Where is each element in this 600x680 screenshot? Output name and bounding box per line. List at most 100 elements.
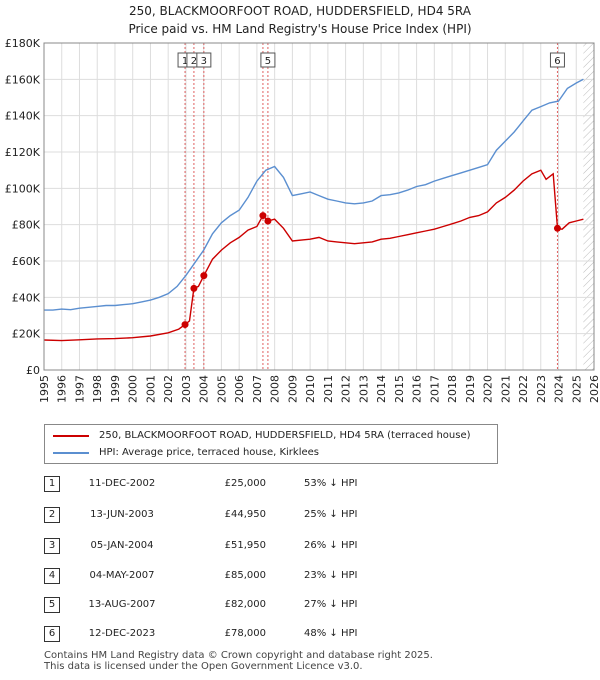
x-tick-label: 2022 [517,375,530,403]
transaction-number: 6 [44,626,60,642]
sale-marker-label: 2 [191,56,197,67]
x-tick-label: 2020 [482,375,495,403]
sale-marker-label: 6 [554,56,560,67]
transaction-date: 13-JUN-2003 [90,509,154,520]
sale-point [190,284,198,292]
x-tick-label: 1996 [56,375,69,403]
transaction-date: 12-DEC-2023 [88,628,156,639]
plot-area [44,43,594,370]
legend-swatch-hpi [53,452,89,454]
table-row: 5 13-AUG-2007 £82,000 27% ↓ HPI [0,596,600,614]
legend-swatch-price-paid [53,435,89,437]
x-tick-label: 2011 [322,375,335,403]
sale-point [181,321,189,329]
legend-label-price-paid: 250, BLACKMOORFOOT ROAD, HUDDERSFIELD, H… [99,430,471,441]
transaction-date: 04-MAY-2007 [89,570,155,581]
sale-marker-label: 5 [265,56,271,67]
footer-copyright: Contains HM Land Registry data © Crown c… [44,650,433,661]
x-tick-label: 2008 [269,375,282,403]
transaction-number: 4 [44,568,60,584]
transaction-price: £44,950 [224,509,266,520]
hpi-line [44,78,584,311]
x-tick-label: 2009 [286,375,299,403]
transaction-price: £85,000 [224,570,266,581]
x-tick-label: 2016 [411,375,424,403]
x-tick-label: 2014 [375,375,388,403]
table-row: 3 05-JAN-2004 £51,950 26% ↓ HPI [0,537,600,555]
transaction-date: 05-JAN-2004 [90,540,154,551]
table-row: 2 13-JUN-2003 £44,950 25% ↓ HPI [0,506,600,524]
x-tick-label: 2025 [570,375,583,403]
transaction-number: 5 [44,597,60,613]
transaction-hpi: 48% ↓ HPI [304,628,358,639]
legend-label-hpi: HPI: Average price, terraced house, Kirk… [99,447,320,458]
transaction-price: £82,000 [224,599,266,610]
x-tick-label: 2006 [233,375,246,403]
plot-border [43,42,595,371]
y-tick-label: £80K [12,219,41,232]
x-tick-label: 1997 [73,375,86,403]
x-tick-label: 2024 [553,375,566,403]
transaction-price: £51,950 [224,540,266,551]
x-tick-label: 2018 [446,375,459,403]
x-tick-label: 2021 [499,375,512,403]
chart-subtitle: Price paid vs. HM Land Registry's House … [128,22,472,36]
transaction-price: £78,000 [224,628,266,639]
y-tick-label: £60K [12,255,41,268]
transaction-number: 2 [44,507,60,523]
table-row: 1 11-DEC-2002 £25,000 53% ↓ HPI [0,475,600,493]
x-tick-label: 2002 [162,375,175,403]
x-tick-label: 2012 [340,375,353,403]
table-row: 6 12-DEC-2023 £78,000 48% ↓ HPI [0,625,600,643]
sale-point [259,212,267,220]
transaction-date: 11-DEC-2002 [88,478,156,489]
y-tick-label: £40K [12,291,41,304]
y-tick-label: £20K [12,328,41,341]
table-row: 4 04-MAY-2007 £85,000 23% ↓ HPI [0,567,600,585]
footer: Contains HM Land Registry data © Crown c… [44,650,433,672]
x-tick-label: 2026 [588,375,600,403]
x-tick-label: 2000 [127,375,140,403]
transaction-hpi: 53% ↓ HPI [304,478,358,489]
transaction-hpi: 26% ↓ HPI [304,540,358,551]
y-tick-label: £160K [5,73,41,86]
x-tick-label: 1995 [38,375,51,403]
y-tick-label: £100K [5,182,41,195]
transaction-hpi: 25% ↓ HPI [304,509,358,520]
transaction-hpi: 27% ↓ HPI [304,599,358,610]
x-tick-label: 2013 [357,375,370,403]
transaction-hpi: 23% ↓ HPI [304,570,358,581]
transaction-date: 13-AUG-2007 [88,599,156,610]
sale-marker-box [260,52,276,68]
sale-marker-label: 3 [201,56,207,67]
x-tick-label: 2010 [304,375,317,403]
x-tick-label: 2005 [215,375,228,403]
sale-marker-box [549,52,565,68]
sale-point [264,217,272,225]
x-tick-label: 2019 [464,375,477,403]
price-paid-line [43,169,584,342]
chart-title: 250, BLACKMOORFOOT ROAD, HUDDERSFIELD, H… [129,4,471,18]
x-tick-label: 1998 [91,375,104,403]
y-tick-label: £0 [26,364,40,377]
x-tick-label: 2017 [428,375,441,403]
sale-point [200,272,208,280]
sale-marker-box [196,52,212,68]
sale-point [553,224,561,232]
x-tick-label: 2023 [535,375,548,403]
y-tick-label: £120K [5,146,41,159]
forecast-hatch [583,43,594,370]
price-chart: £0 £20K £40K £60K £80K £100K £120K £140K £160K £1… [5,37,600,403]
footer-license: This data is licensed under the Open Gov… [44,661,363,672]
transaction-number: 3 [44,538,60,554]
y-tick-label: £140K [5,110,41,123]
transaction-number: 1 [44,476,60,492]
x-tick-label: 2007 [251,375,264,403]
transaction-price: £25,000 [224,478,266,489]
x-tick-label: 2001 [144,375,157,403]
y-tick-label: £180K [5,37,41,50]
x-tick-label: 2004 [198,375,211,403]
x-tick-label: 1999 [109,375,122,403]
legend: 250, BLACKMOORFOOT ROAD, HUDDERSFIELD, H… [44,424,498,464]
x-tick-label: 2003 [180,375,193,403]
